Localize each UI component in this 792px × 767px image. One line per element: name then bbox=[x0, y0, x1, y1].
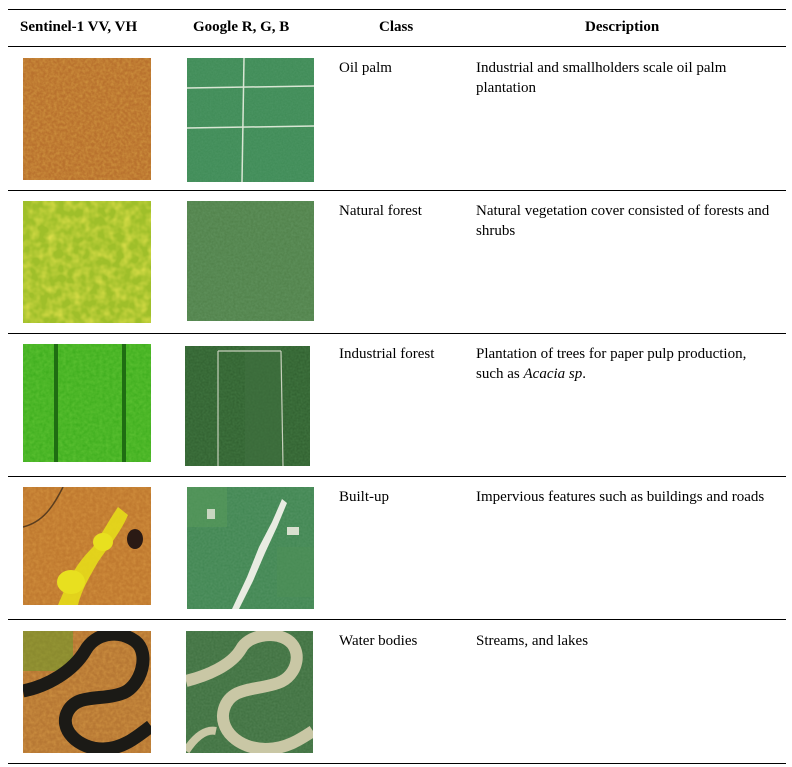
sentinel-image-water-bodies bbox=[23, 631, 151, 753]
class-industrial-forest: Industrial forest bbox=[339, 346, 435, 362]
description-industrial-forest-end: . bbox=[582, 366, 586, 382]
header-google: Google R, G, B bbox=[193, 19, 290, 35]
row-divider-2 bbox=[8, 333, 786, 334]
google-image-water-bodies bbox=[186, 631, 313, 753]
description-oil-palm: Industrial and smallholders scale oil pa… bbox=[476, 60, 727, 96]
sentinel-image-built-up bbox=[23, 487, 151, 605]
header-class: Class bbox=[379, 19, 414, 35]
table-top-rule bbox=[8, 9, 786, 10]
description-built-up: Impervious features such as buildings an… bbox=[476, 489, 765, 505]
description-species-italic: Acacia sp bbox=[523, 366, 583, 382]
google-image-built-up bbox=[187, 487, 314, 609]
google-image-natural-forest bbox=[187, 201, 314, 321]
class-built-up: Built-up bbox=[339, 489, 390, 505]
class-water-bodies: Water bodies bbox=[339, 633, 418, 649]
header-bottom-rule bbox=[8, 46, 786, 47]
description-water-bodies: Streams, and lakes bbox=[476, 633, 589, 649]
row-divider-1 bbox=[8, 190, 786, 191]
google-image-oil-palm bbox=[187, 58, 314, 182]
description-industrial-forest: Plantation of trees for paper pulp produ… bbox=[476, 344, 776, 384]
sentinel-image-natural-forest bbox=[23, 201, 151, 323]
class-natural-forest: Natural forest bbox=[339, 203, 422, 219]
row-divider-3 bbox=[8, 476, 786, 477]
description-natural-forest: Natural vegetation cover consisted of fo… bbox=[476, 203, 770, 239]
row-divider-4 bbox=[8, 619, 786, 620]
google-image-industrial-forest bbox=[185, 346, 310, 466]
table-bottom-rule bbox=[8, 763, 786, 764]
sentinel-image-oil-palm bbox=[23, 58, 151, 180]
header-sentinel: Sentinel-1 VV, VH bbox=[20, 19, 138, 35]
sentinel-image-industrial-forest bbox=[23, 344, 151, 462]
description-industrial-forest-text: Plantation of trees for paper pulp produ… bbox=[476, 346, 747, 382]
header-description: Description bbox=[585, 19, 660, 35]
class-oil-palm: Oil palm bbox=[339, 60, 392, 76]
